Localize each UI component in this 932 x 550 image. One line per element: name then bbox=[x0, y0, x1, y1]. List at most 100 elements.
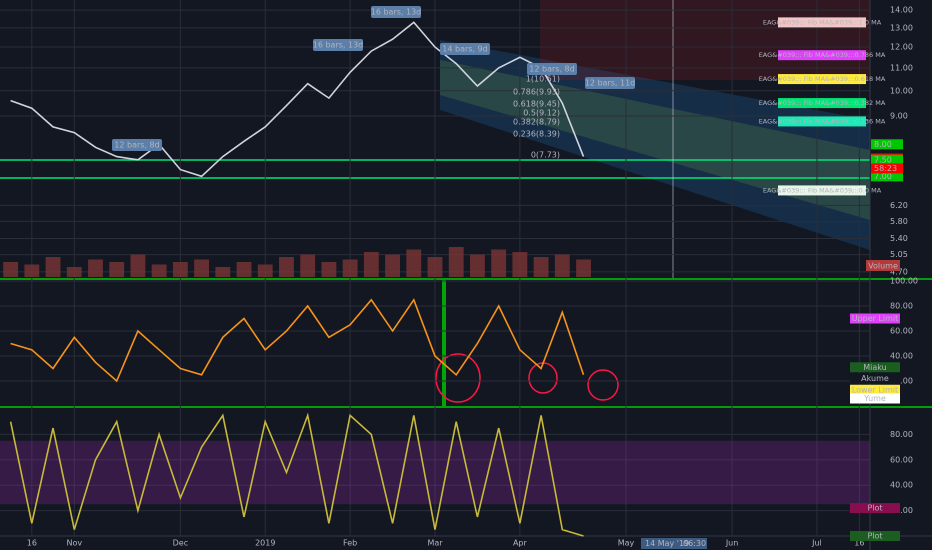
volume-bar bbox=[385, 254, 400, 277]
volume-bar bbox=[321, 262, 337, 277]
annotation-bg bbox=[585, 77, 635, 89]
volume-bar bbox=[45, 257, 61, 277]
zone bbox=[540, 0, 870, 80]
x-tick-label: Jul bbox=[811, 539, 822, 548]
volume-bar bbox=[533, 257, 549, 277]
y-tick-label: 60.00 bbox=[890, 327, 913, 336]
ma-tag bbox=[778, 50, 866, 61]
volume-bar bbox=[24, 264, 40, 277]
level-tag bbox=[850, 384, 900, 395]
price-tag bbox=[871, 171, 903, 182]
ma-tag-label: EAG&#039;:: Fib MA&#039;::0.0 MA bbox=[763, 186, 882, 194]
x-tick-label: Jun bbox=[725, 539, 739, 548]
price-tag bbox=[871, 139, 903, 150]
price-tag-label: 7.00 bbox=[874, 172, 892, 181]
annotation: 12 bars, 8d bbox=[529, 65, 574, 74]
y-tick-label: 14.00 bbox=[890, 6, 913, 15]
ma-tag bbox=[778, 185, 866, 196]
volume-bar bbox=[470, 254, 485, 277]
x-tick-label: Apr bbox=[513, 539, 528, 548]
y-tick-label: 80.00 bbox=[890, 302, 913, 311]
volume-bar bbox=[342, 259, 358, 277]
annotation-bg bbox=[527, 63, 577, 75]
countdown-bg bbox=[871, 163, 903, 174]
y-tick-label: 40.00 bbox=[890, 352, 913, 361]
level-tag bbox=[850, 362, 900, 373]
y-tick-label: 13.00 bbox=[890, 23, 913, 32]
price-tag bbox=[871, 154, 903, 165]
x-tick-label: Nov bbox=[66, 539, 82, 548]
series-line bbox=[10, 21, 585, 178]
annotation: 12 bars, 8d bbox=[114, 141, 159, 150]
volume-bar bbox=[406, 249, 422, 277]
band bbox=[0, 440, 870, 505]
y-tick-label: 10.00 bbox=[890, 86, 913, 95]
ma-tag bbox=[778, 116, 866, 127]
y-tick-label: 9.00 bbox=[890, 112, 908, 121]
level-tag bbox=[850, 313, 900, 324]
y-tick-label: 4.70 bbox=[890, 267, 908, 276]
y-tick-label: 6.20 bbox=[890, 201, 908, 210]
volume-bar bbox=[109, 262, 125, 277]
level-label: Miaku bbox=[863, 363, 886, 372]
y-tick-label: 60.00 bbox=[890, 455, 913, 464]
y-tick-label: 40.00 bbox=[890, 481, 913, 490]
ma-tag-label: EAG&#039;:: Fib MA&#039;::0.786 MA bbox=[759, 51, 886, 59]
channel-blue bbox=[440, 40, 870, 250]
volume-bar bbox=[512, 252, 528, 277]
date-tag bbox=[641, 538, 707, 549]
level-tag bbox=[850, 373, 900, 384]
annotation: 16 bars, 13d bbox=[313, 41, 364, 50]
volume-bar bbox=[66, 267, 82, 277]
fib-label: 1(10.51) bbox=[526, 75, 560, 84]
fib-label: 0.618(9.45) bbox=[513, 100, 560, 109]
volume-label: Volume bbox=[868, 262, 898, 271]
highlight-circle bbox=[435, 353, 481, 403]
y-tick-label: 20.00 bbox=[890, 506, 913, 515]
series-line bbox=[10, 298, 585, 383]
fib-label: 0.786(9.93) bbox=[513, 88, 560, 97]
volume-bar bbox=[194, 259, 210, 277]
annotation: 12 bars, 11d bbox=[585, 79, 636, 88]
volume-bar bbox=[279, 257, 294, 277]
x-tick-label: 16 bbox=[854, 539, 864, 548]
volume-bar bbox=[363, 252, 379, 277]
x-tick-label: 2019 bbox=[255, 539, 275, 548]
cursor-date: 14 May '19 bbox=[645, 539, 689, 548]
x-tick-label: May bbox=[618, 539, 635, 548]
ma-tag-label: EAG&#039;:: Fib MA&#039;::0.382 MA bbox=[759, 99, 886, 107]
volume-bar bbox=[257, 264, 273, 277]
volume-bar bbox=[491, 249, 507, 277]
ma-tag bbox=[778, 74, 866, 85]
series-line bbox=[9, 412, 584, 537]
highlight-circle bbox=[587, 369, 619, 401]
annotation-bg bbox=[112, 139, 162, 151]
volume-bar bbox=[554, 254, 570, 277]
tag-bg bbox=[866, 260, 900, 271]
fib-label: 0.382(8.79) bbox=[513, 118, 560, 127]
ma-tag bbox=[778, 98, 866, 109]
volume-bar bbox=[3, 262, 19, 277]
volume-bar bbox=[172, 262, 188, 277]
y-tick-label: 100.00 bbox=[890, 277, 918, 286]
y-tick-label: 11.00 bbox=[890, 63, 913, 72]
x-tick-label: Dec bbox=[173, 539, 188, 548]
volume-bar bbox=[576, 259, 591, 277]
y-tick-label: 12.00 bbox=[890, 43, 913, 52]
y-tick-label: 80.00 bbox=[890, 430, 913, 439]
level-label: Plot bbox=[867, 504, 882, 513]
x-tick-label: 16 bbox=[27, 539, 37, 548]
x-tick-label: Feb bbox=[343, 539, 357, 548]
y-tick-label: 5.05 bbox=[890, 250, 908, 259]
y-tick-label: 5.80 bbox=[890, 217, 908, 226]
volume-bar bbox=[130, 254, 146, 277]
annotation-bg bbox=[313, 39, 363, 51]
annotation: 14 bars, 9d bbox=[442, 45, 487, 54]
level-tag bbox=[850, 393, 900, 404]
level-label: Akume bbox=[861, 374, 889, 383]
level-label: Lower Limit bbox=[852, 385, 898, 394]
countdown: 58:23 bbox=[874, 164, 897, 173]
y-tick-label: 5.40 bbox=[890, 234, 908, 243]
channel-green bbox=[440, 60, 870, 220]
price-tag-label: 7.50 bbox=[874, 155, 892, 164]
